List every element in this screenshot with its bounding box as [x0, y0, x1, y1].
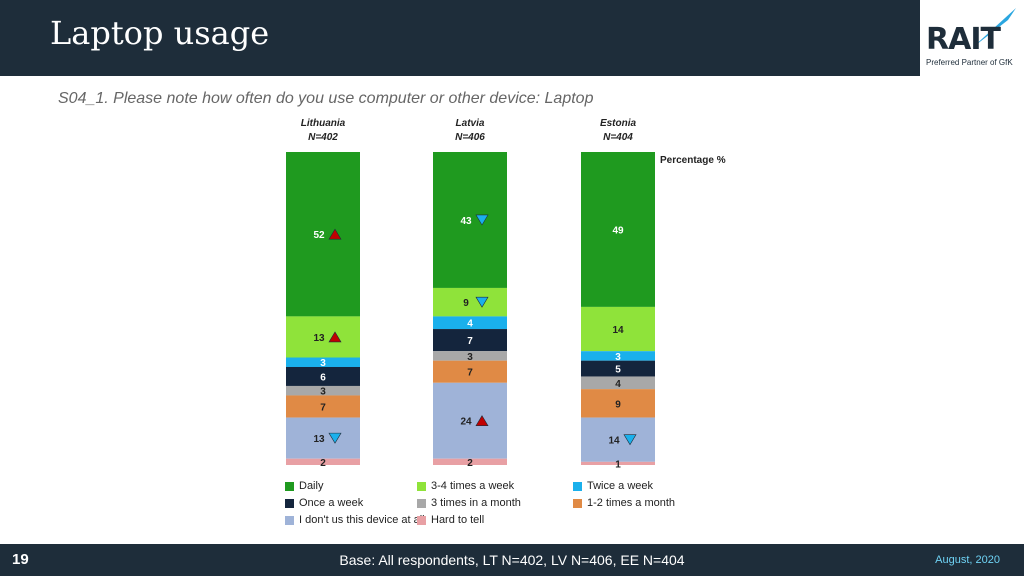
bar-segment-latvia-3-4-times-a-week: [433, 287, 507, 317]
bar-segment-lithuania-twice-a-week: [286, 357, 360, 367]
significance-up-icon: [328, 331, 342, 343]
data-label: 52: [313, 230, 325, 241]
data-label: 3: [320, 387, 326, 398]
legend-label: 1-2 times a month: [587, 497, 676, 509]
data-label: 14: [612, 325, 624, 336]
data-label: 7: [467, 336, 473, 347]
legend-swatch: [417, 515, 426, 525]
data-label: 7: [320, 403, 326, 414]
category-label-lithuania: Lithuania: [301, 118, 346, 129]
bar-segment-latvia-twice-a-week: [433, 316, 507, 330]
bar-segment-estonia-twice-a-week: [581, 351, 655, 361]
legend-item-daily: Daily: [285, 480, 323, 492]
data-label: 2: [467, 458, 473, 469]
legend-swatch: [285, 515, 294, 525]
legend-label: Daily: [299, 480, 324, 492]
bar-segment-latvia-hard-to-tell: [433, 458, 507, 465]
significance-up-icon: [475, 415, 489, 427]
bar-segment-lithuania-daily: [286, 152, 360, 317]
bar-segment-estonia-3-4-times-a-week: [581, 306, 655, 352]
header-bar: Laptop usage RAIT Preferred Partner of G…: [0, 0, 1024, 76]
category-n-latvia: N=406: [455, 132, 485, 143]
data-label: 9: [463, 298, 469, 309]
bar-segment-lithuania-3-times-in-a-month: [286, 385, 360, 396]
bar-segment-lithuania-3-4-times-a-week: [286, 316, 360, 358]
data-label: 24: [460, 417, 472, 428]
significance-down-icon: [328, 432, 342, 444]
legend-item-3-times-in-a-month: 3 times in a month: [417, 497, 521, 509]
legend-label: Hard to tell: [431, 514, 485, 526]
legend-item-1-2-times-a-month: 1-2 times a month: [573, 497, 675, 509]
data-label: 5: [615, 365, 621, 376]
data-label: 3: [615, 352, 621, 363]
significance-down-icon: [475, 296, 489, 308]
bar-segment-latvia-daily: [433, 152, 507, 288]
legend-item-i-don-t-us-this-device-at-all: I don't us this device at all: [285, 514, 425, 526]
data-label: 4: [615, 379, 621, 390]
report-date: August, 2020: [935, 554, 1000, 566]
data-label: 13: [313, 333, 325, 344]
page-title: Laptop usage: [50, 14, 270, 52]
data-label: 7: [467, 368, 473, 379]
data-label: 1: [615, 459, 621, 470]
bar-segment-lithuania-i-don-t-us-this-device-at-all: [286, 417, 360, 459]
bar-segment-latvia-i-don-t-us-this-device-at-all: [433, 382, 507, 459]
legend-swatch: [573, 481, 582, 491]
data-label: 4: [467, 319, 473, 330]
data-label: 2: [320, 458, 326, 469]
legend-swatch: [285, 498, 294, 508]
data-label: 13: [313, 434, 325, 445]
logo-tagline: Preferred Partner of GfK: [926, 58, 1013, 67]
bar-segment-lithuania-1-2-times-a-month: [286, 395, 360, 418]
data-label: 3: [320, 358, 326, 369]
bar-segment-estonia-once-a-week: [581, 360, 655, 377]
bar-segment-estonia-daily: [581, 152, 655, 307]
footer-bar: 19 Base: All respondents, LT N=402, LV N…: [0, 544, 1024, 576]
legend-label: Once a week: [299, 497, 364, 509]
bar-segment-estonia-1-2-times-a-month: [581, 389, 655, 418]
legend-swatch: [417, 481, 426, 491]
significance-up-icon: [328, 228, 342, 240]
data-label: 49: [612, 225, 624, 236]
legend-label: Twice a week: [587, 480, 654, 492]
legend-item-3-4-times-a-week: 3-4 times a week: [417, 480, 514, 492]
logo-text: RAIT: [926, 22, 1001, 57]
data-label: 14: [608, 436, 620, 447]
bar-segment-estonia-i-don-t-us-this-device-at-all: [581, 417, 655, 462]
data-label: 43: [460, 216, 472, 227]
legend-item-once-a-week: Once a week: [285, 497, 363, 509]
legend-item-twice-a-week: Twice a week: [573, 480, 653, 492]
base-note: Base: All respondents, LT N=402, LV N=40…: [339, 552, 685, 568]
category-n-estonia: N=404: [603, 132, 633, 143]
question-text: S04_1. Please note how often do you use …: [58, 90, 594, 107]
significance-down-icon: [623, 434, 637, 446]
logo: RAIT Preferred Partner of GfK: [920, 0, 1024, 76]
category-n-lithuania: N=402: [308, 132, 338, 143]
bar-segment-latvia-once-a-week: [433, 329, 507, 352]
legend-label: 3-4 times a week: [431, 480, 515, 492]
legend-label: 3 times in a month: [431, 497, 521, 509]
bar-segment-lithuania-hard-to-tell: [286, 458, 360, 465]
bar-segment-lithuania-once-a-week: [286, 366, 360, 386]
category-label-estonia: Estonia: [600, 118, 637, 129]
bar-segment-latvia-1-2-times-a-month: [433, 360, 507, 383]
bar-segment-latvia-3-times-in-a-month: [433, 351, 507, 361]
category-label-latvia: Latvia: [456, 118, 485, 129]
legend-swatch: [573, 498, 582, 508]
stacked-bar-chart: LithuaniaN=40252133637132LatviaN=4064394…: [286, 118, 726, 470]
data-label: 3: [467, 352, 473, 363]
bar-segment-estonia-3-times-in-a-month: [581, 376, 655, 390]
legend-swatch: [417, 498, 426, 508]
legend-label: I don't us this device at all: [299, 514, 425, 526]
logo-swoosh-icon: [972, 8, 1016, 48]
significance-down-icon: [475, 214, 489, 226]
legend-swatch: [285, 481, 294, 491]
percentage-label: Percentage %: [660, 155, 726, 166]
legend-item-hard-to-tell: Hard to tell: [417, 514, 484, 526]
data-label: 9: [615, 399, 621, 410]
page-number: 19: [12, 551, 29, 568]
data-label: 6: [320, 372, 326, 383]
bar-segment-estonia-hard-to-tell: [581, 461, 655, 465]
